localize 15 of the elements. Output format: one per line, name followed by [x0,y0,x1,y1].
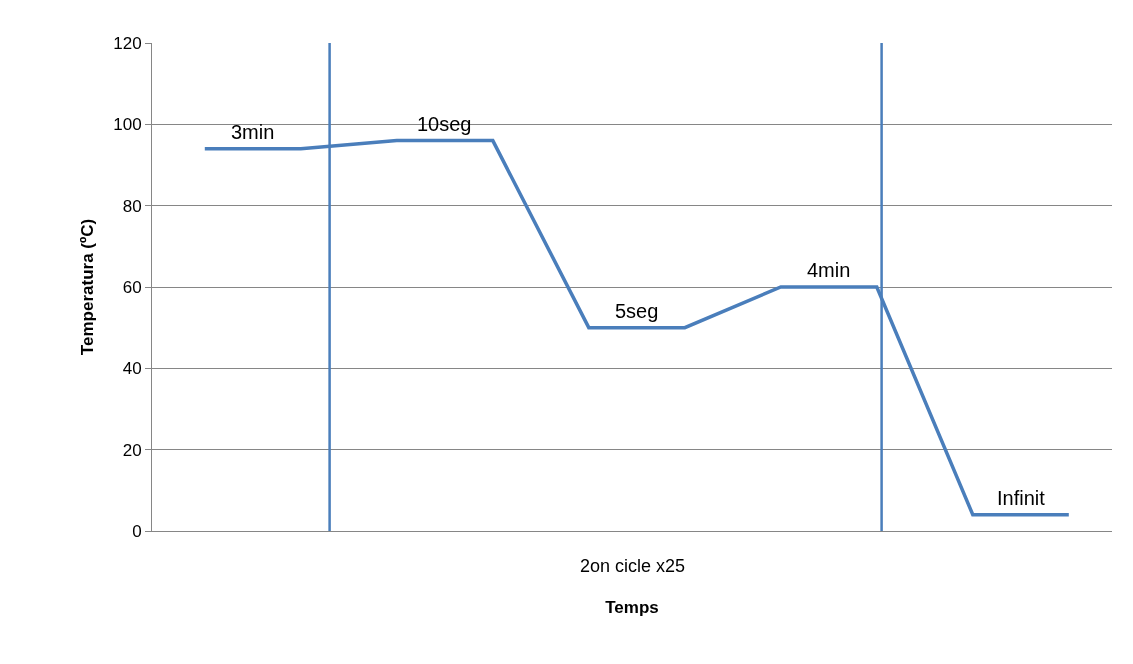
y-tick-label: 0 [132,521,142,541]
annotation: Infinit [997,487,1046,509]
y-tick-label: 20 [122,440,142,460]
x-axis-title: Temps [605,598,659,618]
annotation: 5seg [615,300,659,322]
y-axis-title: Temperatura (ºC) [77,218,97,356]
y-tick-label: 80 [122,196,142,216]
annotation: 3min [231,121,275,143]
y-tick-label: 120 [113,33,142,53]
text: 2on cicle x25 [580,556,686,576]
annotation: 4min [807,259,851,281]
y-tick-label: 100 [113,115,142,135]
y-tick-label: 60 [122,277,142,297]
annotation: 10seg [417,113,472,135]
y-tick-label: 40 [122,359,142,379]
